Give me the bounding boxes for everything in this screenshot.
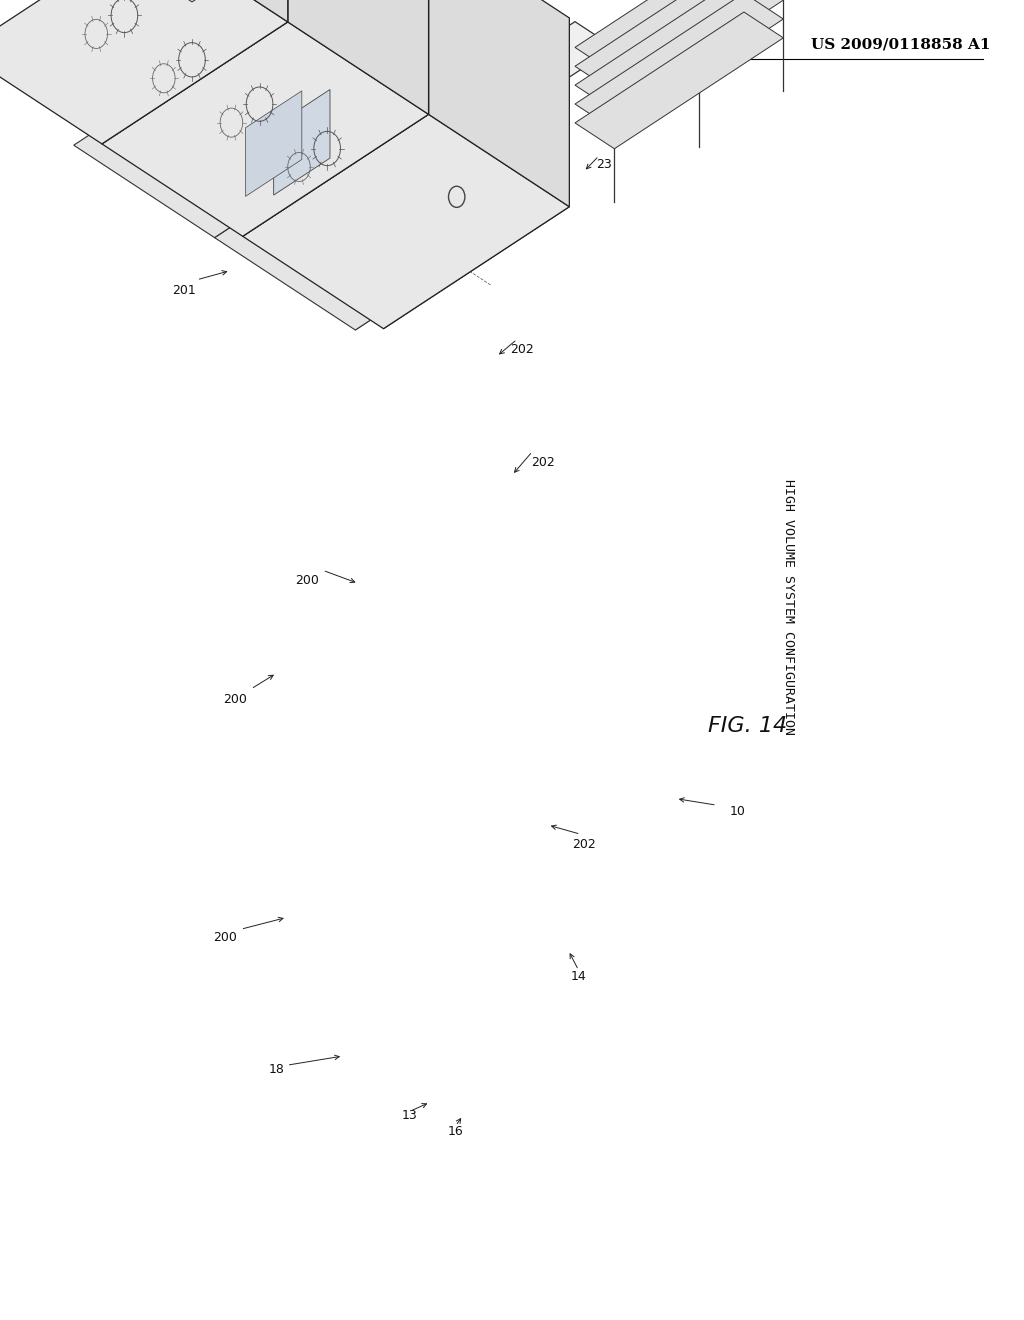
Polygon shape [389, 144, 429, 195]
Text: 10: 10 [729, 805, 745, 818]
Polygon shape [102, 22, 428, 236]
Polygon shape [575, 12, 783, 149]
Text: May 7, 2009: May 7, 2009 [460, 38, 564, 51]
Polygon shape [260, 0, 400, 116]
Text: Sheet 11 of 16: Sheet 11 of 16 [645, 38, 769, 51]
Polygon shape [383, 18, 569, 329]
Polygon shape [243, 115, 569, 329]
Text: US 2009/0118858 A1: US 2009/0118858 A1 [811, 38, 991, 51]
Polygon shape [428, 0, 569, 207]
Text: 201: 201 [172, 284, 197, 297]
Text: 202: 202 [510, 343, 535, 356]
Text: 14: 14 [570, 970, 587, 983]
Text: 202: 202 [530, 455, 555, 469]
Text: 18: 18 [268, 1063, 285, 1076]
Polygon shape [0, 0, 397, 170]
Text: 200: 200 [295, 574, 319, 587]
Polygon shape [575, 0, 783, 73]
Polygon shape [0, 0, 360, 194]
Text: 200: 200 [223, 693, 248, 706]
Polygon shape [288, 0, 428, 115]
Text: 13: 13 [401, 1109, 418, 1122]
Polygon shape [147, 0, 288, 22]
Text: Patent Application Publication: Patent Application Publication [133, 38, 395, 51]
Polygon shape [575, 0, 783, 111]
Polygon shape [400, 0, 542, 209]
Text: 16: 16 [447, 1125, 464, 1138]
Text: 200: 200 [213, 931, 238, 944]
Polygon shape [575, 0, 783, 92]
Text: FIG. 14: FIG. 14 [708, 715, 787, 737]
Polygon shape [575, 0, 783, 129]
Polygon shape [246, 91, 302, 197]
Polygon shape [355, 37, 542, 330]
Polygon shape [74, 24, 400, 238]
Polygon shape [0, 0, 397, 176]
Polygon shape [243, 0, 428, 236]
Polygon shape [0, 0, 389, 176]
Text: 23: 23 [596, 158, 612, 172]
Polygon shape [102, 0, 288, 144]
Polygon shape [0, 0, 288, 144]
Text: 202: 202 [571, 838, 596, 851]
Polygon shape [164, 0, 361, 3]
Polygon shape [273, 90, 330, 195]
Text: HIGH VOLUME SYSTEM CONFIGURATION: HIGH VOLUME SYSTEM CONFIGURATION [782, 479, 795, 735]
Polygon shape [215, 116, 542, 330]
Polygon shape [389, 21, 614, 169]
Polygon shape [215, 0, 400, 238]
